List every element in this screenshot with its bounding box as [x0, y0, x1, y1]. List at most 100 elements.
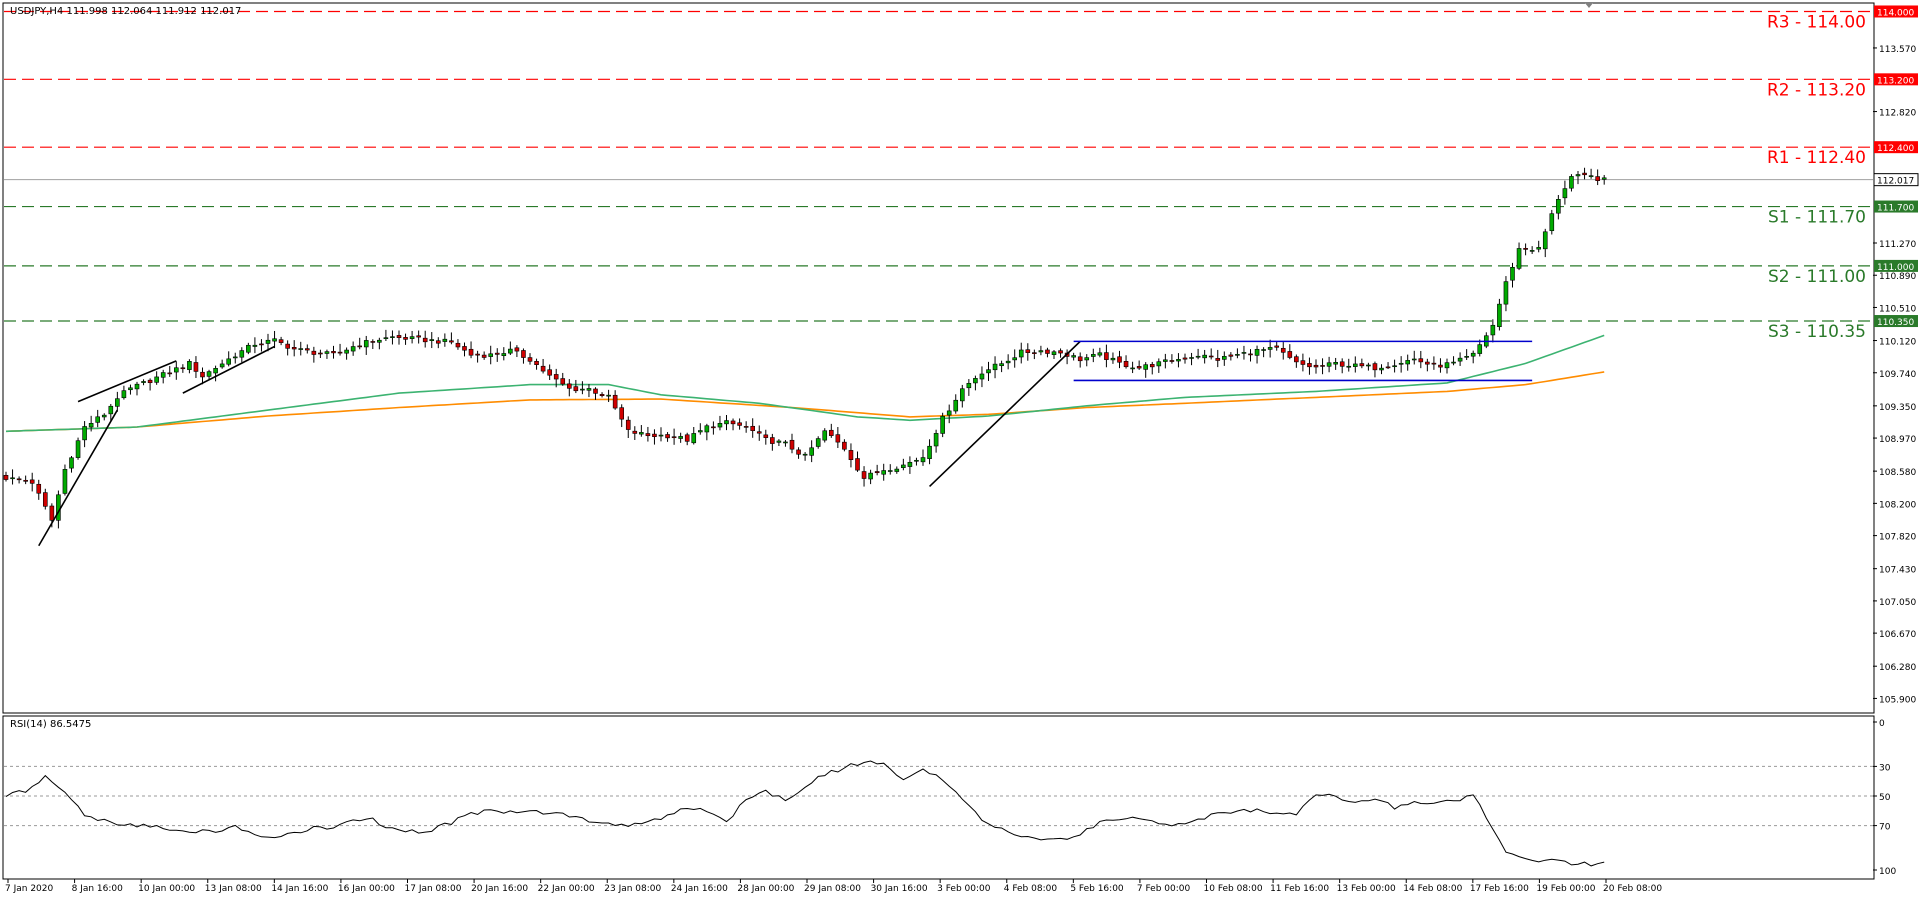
candle[interactable]: [141, 379, 146, 386]
candle[interactable]: [815, 436, 821, 449]
candle[interactable]: [377, 337, 382, 350]
candle[interactable]: [494, 348, 500, 362]
candle[interactable]: [1366, 362, 1371, 371]
candle[interactable]: [979, 366, 985, 388]
candle[interactable]: [95, 409, 100, 428]
candle[interactable]: [874, 464, 880, 476]
candle[interactable]: [1425, 358, 1430, 372]
candle[interactable]: [887, 464, 893, 475]
candle[interactable]: [606, 389, 611, 403]
candle[interactable]: [180, 364, 186, 373]
candle[interactable]: [959, 384, 965, 408]
candle[interactable]: [1392, 359, 1397, 373]
candle[interactable]: [1457, 352, 1463, 366]
candle[interactable]: [246, 342, 251, 355]
candle[interactable]: [128, 384, 133, 395]
candle[interactable]: [1235, 348, 1240, 359]
candle[interactable]: [1248, 349, 1253, 362]
candle[interactable]: [481, 351, 487, 360]
candle[interactable]: [632, 426, 638, 440]
candle[interactable]: [828, 423, 834, 438]
candle[interactable]: [16, 476, 22, 484]
candle[interactable]: [363, 335, 369, 355]
candle[interactable]: [324, 349, 330, 359]
candle[interactable]: [1018, 342, 1024, 364]
candle[interactable]: [1071, 352, 1076, 361]
candle[interactable]: [999, 360, 1004, 373]
candle[interactable]: [239, 347, 245, 363]
candle[interactable]: [940, 412, 945, 438]
candle[interactable]: [1149, 361, 1155, 375]
candle[interactable]: [697, 423, 703, 435]
candle[interactable]: [442, 333, 448, 347]
candle[interactable]: [1222, 351, 1227, 366]
candle[interactable]: [1025, 343, 1031, 361]
candle[interactable]: [580, 381, 585, 395]
candle[interactable]: [776, 439, 782, 447]
candle[interactable]: [42, 488, 48, 510]
candle[interactable]: [1104, 344, 1109, 368]
candle[interactable]: [115, 391, 120, 412]
candle[interactable]: [1438, 358, 1443, 373]
candle[interactable]: [1411, 350, 1417, 365]
candle[interactable]: [488, 345, 494, 365]
candle[interactable]: [789, 433, 795, 454]
candle[interactable]: [1208, 348, 1214, 360]
candle[interactable]: [396, 330, 402, 345]
candle[interactable]: [232, 352, 238, 364]
candle[interactable]: [409, 330, 415, 344]
candle[interactable]: [429, 332, 435, 349]
trendline[interactable]: [928, 340, 1081, 487]
candle[interactable]: [1143, 362, 1148, 378]
candle[interactable]: [612, 390, 618, 410]
candle[interactable]: [1051, 350, 1057, 360]
candle[interactable]: [1123, 355, 1129, 369]
candle[interactable]: [527, 353, 533, 365]
candle[interactable]: [927, 439, 932, 465]
candle[interactable]: [737, 418, 742, 430]
candle[interactable]: [835, 427, 841, 448]
candle[interactable]: [1510, 262, 1515, 288]
candle[interactable]: [1097, 347, 1103, 358]
candle[interactable]: [593, 387, 598, 400]
candle[interactable]: [763, 429, 769, 445]
candle[interactable]: [501, 347, 507, 361]
candle[interactable]: [599, 392, 605, 398]
candle[interactable]: [259, 339, 264, 352]
candle[interactable]: [1045, 347, 1050, 358]
candle[interactable]: [540, 358, 546, 374]
candle[interactable]: [318, 349, 323, 358]
candle[interactable]: [272, 330, 277, 349]
candle[interactable]: [1228, 352, 1234, 361]
candle[interactable]: [1588, 168, 1594, 179]
candle[interactable]: [848, 443, 854, 468]
candle[interactable]: [986, 361, 991, 381]
candle[interactable]: [1307, 357, 1312, 375]
candle[interactable]: [1398, 356, 1404, 373]
candle[interactable]: [1326, 356, 1332, 373]
candle[interactable]: [1261, 347, 1266, 358]
candle[interactable]: [1156, 358, 1162, 373]
candle[interactable]: [213, 365, 218, 382]
candle[interactable]: [894, 466, 900, 474]
candle[interactable]: [1353, 356, 1358, 373]
candle[interactable]: [200, 367, 205, 385]
candle[interactable]: [1418, 350, 1424, 369]
candle[interactable]: [586, 384, 592, 398]
candle[interactable]: [350, 341, 356, 356]
candle[interactable]: [1313, 359, 1319, 374]
candle[interactable]: [1379, 364, 1384, 375]
candle[interactable]: [1274, 341, 1279, 351]
candle[interactable]: [1176, 353, 1181, 368]
candle[interactable]: [521, 348, 526, 364]
candle[interactable]: [508, 341, 513, 355]
candle[interactable]: [1339, 358, 1345, 374]
candle[interactable]: [1405, 354, 1410, 371]
candle[interactable]: [1058, 348, 1063, 358]
candle[interactable]: [462, 342, 467, 357]
candle[interactable]: [566, 379, 572, 397]
candle[interactable]: [160, 369, 166, 384]
candle[interactable]: [842, 439, 847, 452]
candle[interactable]: [881, 463, 887, 481]
